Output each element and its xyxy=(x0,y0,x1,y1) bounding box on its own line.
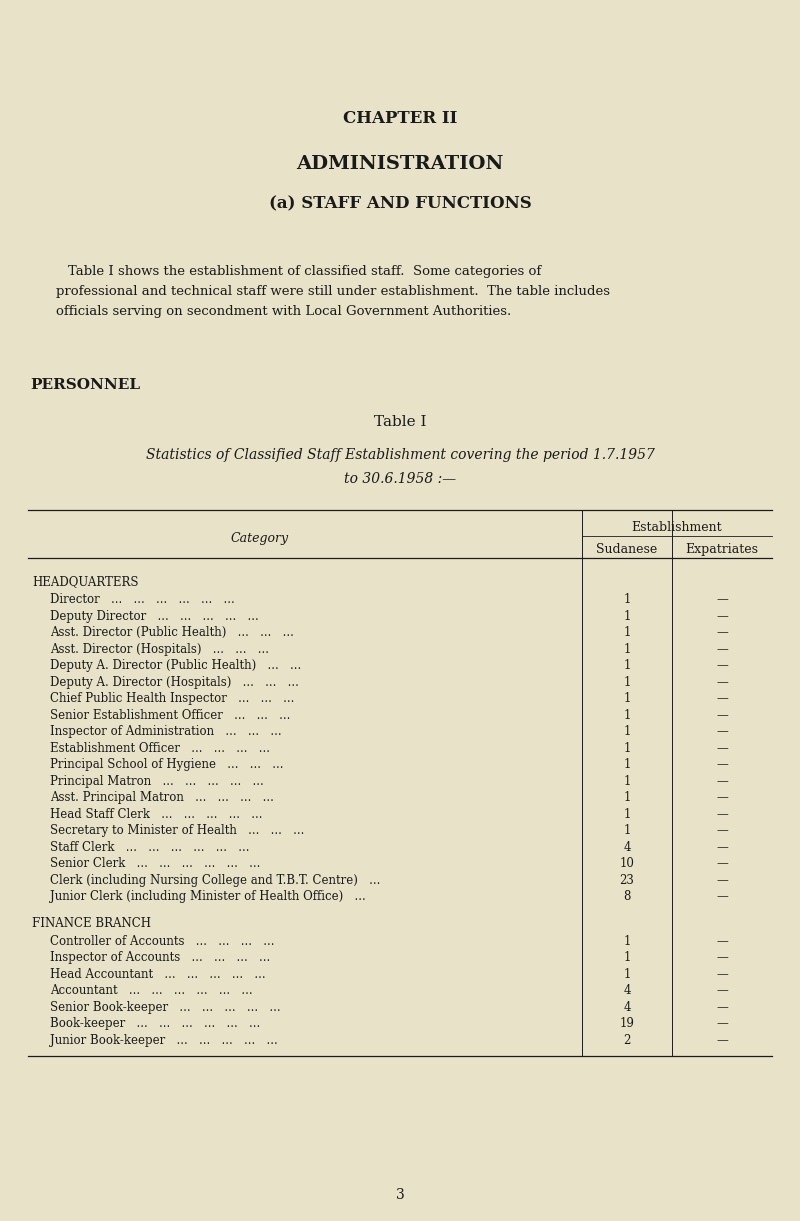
Text: —: — xyxy=(716,807,728,821)
Text: 1: 1 xyxy=(623,609,630,623)
Text: —: — xyxy=(716,593,728,606)
Text: Chief Public Health Inspector   ...   ...   ...: Chief Public Health Inspector ... ... ..… xyxy=(50,692,294,706)
Text: —: — xyxy=(716,840,728,853)
Text: Statistics of Classified Staff Establishment covering the period 1.7.1957: Statistics of Classified Staff Establish… xyxy=(146,448,654,462)
Text: Secretary to Minister of Health   ...   ...   ...: Secretary to Minister of Health ... ... … xyxy=(50,824,304,838)
Text: 1: 1 xyxy=(623,725,630,739)
Text: Deputy Director   ...   ...   ...   ...   ...: Deputy Director ... ... ... ... ... xyxy=(50,609,258,623)
Text: 4: 4 xyxy=(623,840,630,853)
Text: Establishment: Establishment xyxy=(632,521,722,534)
Text: 1: 1 xyxy=(623,807,630,821)
Text: —: — xyxy=(716,1034,728,1046)
Text: CHAPTER II: CHAPTER II xyxy=(343,110,457,127)
Text: —: — xyxy=(716,824,728,838)
Text: 1: 1 xyxy=(623,659,630,672)
Text: 8: 8 xyxy=(623,890,630,904)
Text: Junior Book-keeper   ...   ...   ...   ...   ...: Junior Book-keeper ... ... ... ... ... xyxy=(50,1034,278,1046)
Text: —: — xyxy=(716,609,728,623)
Text: Category: Category xyxy=(231,532,289,545)
Text: 1: 1 xyxy=(623,791,630,805)
Text: Accountant   ...   ...   ...   ...   ...   ...: Accountant ... ... ... ... ... ... xyxy=(50,984,253,998)
Text: 1: 1 xyxy=(623,741,630,755)
Text: —: — xyxy=(716,935,728,947)
Text: Deputy A. Director (Public Health)   ...   ...: Deputy A. Director (Public Health) ... .… xyxy=(50,659,302,672)
Text: —: — xyxy=(716,642,728,656)
Text: ADMINISTRATION: ADMINISTRATION xyxy=(296,155,504,173)
Text: 1: 1 xyxy=(623,758,630,772)
Text: —: — xyxy=(716,692,728,706)
Text: —: — xyxy=(716,774,728,788)
Text: 4: 4 xyxy=(623,984,630,998)
Text: —: — xyxy=(716,890,728,904)
Text: Establishment Officer   ...   ...   ...   ...: Establishment Officer ... ... ... ... xyxy=(50,741,270,755)
Text: officials serving on secondment with Local Government Authorities.: officials serving on secondment with Loc… xyxy=(56,305,511,317)
Text: 2: 2 xyxy=(623,1034,630,1046)
Text: PERSONNEL: PERSONNEL xyxy=(30,379,140,392)
Text: FINANCE BRANCH: FINANCE BRANCH xyxy=(32,917,151,929)
Text: professional and technical staff were still under establishment.  The table incl: professional and technical staff were st… xyxy=(56,284,610,298)
Text: 4: 4 xyxy=(623,1001,630,1013)
Text: 10: 10 xyxy=(619,857,634,871)
Text: —: — xyxy=(716,741,728,755)
Text: Staff Clerk   ...   ...   ...   ...   ...   ...: Staff Clerk ... ... ... ... ... ... xyxy=(50,840,250,853)
Text: —: — xyxy=(716,675,728,689)
Text: —: — xyxy=(716,951,728,965)
Text: 3: 3 xyxy=(396,1188,404,1201)
Text: Senior Establishment Officer   ...   ...   ...: Senior Establishment Officer ... ... ... xyxy=(50,708,290,722)
Text: 1: 1 xyxy=(623,692,630,706)
Text: —: — xyxy=(716,968,728,980)
Text: Senior Book-keeper   ...   ...   ...   ...   ...: Senior Book-keeper ... ... ... ... ... xyxy=(50,1001,281,1013)
Text: —: — xyxy=(716,984,728,998)
Text: Head Staff Clerk   ...   ...   ...   ...   ...: Head Staff Clerk ... ... ... ... ... xyxy=(50,807,262,821)
Text: Book-keeper   ...   ...   ...   ...   ...   ...: Book-keeper ... ... ... ... ... ... xyxy=(50,1017,260,1031)
Text: Head Accountant   ...   ...   ...   ...   ...: Head Accountant ... ... ... ... ... xyxy=(50,968,266,980)
Text: —: — xyxy=(716,758,728,772)
Text: —: — xyxy=(716,725,728,739)
Text: Deputy A. Director (Hospitals)   ...   ...   ...: Deputy A. Director (Hospitals) ... ... .… xyxy=(50,675,299,689)
Text: —: — xyxy=(716,1017,728,1031)
Text: 1: 1 xyxy=(623,593,630,606)
Text: 1: 1 xyxy=(623,951,630,965)
Text: —: — xyxy=(716,791,728,805)
Text: —: — xyxy=(716,857,728,871)
Text: Senior Clerk   ...   ...   ...   ...   ...   ...: Senior Clerk ... ... ... ... ... ... xyxy=(50,857,260,871)
Text: 19: 19 xyxy=(619,1017,634,1031)
Text: Inspector of Administration   ...   ...   ...: Inspector of Administration ... ... ... xyxy=(50,725,282,739)
Text: Table I shows the establishment of classified staff.  Some categories of: Table I shows the establishment of class… xyxy=(68,265,542,278)
Text: Clerk (including Nursing College and T.B.T. Centre)   ...: Clerk (including Nursing College and T.B… xyxy=(50,874,380,886)
Text: 1: 1 xyxy=(623,675,630,689)
Text: Principal School of Hygiene   ...   ...   ...: Principal School of Hygiene ... ... ... xyxy=(50,758,283,772)
Text: 1: 1 xyxy=(623,708,630,722)
Text: Inspector of Accounts   ...   ...   ...   ...: Inspector of Accounts ... ... ... ... xyxy=(50,951,270,965)
Text: 23: 23 xyxy=(619,874,634,886)
Text: (a) STAFF AND FUNCTIONS: (a) STAFF AND FUNCTIONS xyxy=(269,195,531,212)
Text: Junior Clerk (including Minister of Health Office)   ...: Junior Clerk (including Minister of Heal… xyxy=(50,890,366,904)
Text: 1: 1 xyxy=(623,626,630,639)
Text: Director   ...   ...   ...   ...   ...   ...: Director ... ... ... ... ... ... xyxy=(50,593,234,606)
Text: Sudanese: Sudanese xyxy=(596,543,658,556)
Text: 1: 1 xyxy=(623,968,630,980)
Text: —: — xyxy=(716,659,728,672)
Text: Controller of Accounts   ...   ...   ...   ...: Controller of Accounts ... ... ... ... xyxy=(50,935,274,947)
Text: Principal Matron   ...   ...   ...   ...   ...: Principal Matron ... ... ... ... ... xyxy=(50,774,264,788)
Text: Table I: Table I xyxy=(374,415,426,429)
Text: Asst. Director (Public Health)   ...   ...   ...: Asst. Director (Public Health) ... ... .… xyxy=(50,626,294,639)
Text: 1: 1 xyxy=(623,824,630,838)
Text: —: — xyxy=(716,626,728,639)
Text: —: — xyxy=(716,708,728,722)
Text: HEADQUARTERS: HEADQUARTERS xyxy=(32,575,138,589)
Text: Asst. Director (Hospitals)   ...   ...   ...: Asst. Director (Hospitals) ... ... ... xyxy=(50,642,269,656)
Text: —: — xyxy=(716,874,728,886)
Text: —: — xyxy=(716,1001,728,1013)
Text: 1: 1 xyxy=(623,774,630,788)
Text: Asst. Principal Matron   ...   ...   ...   ...: Asst. Principal Matron ... ... ... ... xyxy=(50,791,274,805)
Text: 1: 1 xyxy=(623,935,630,947)
Text: 1: 1 xyxy=(623,642,630,656)
Text: to 30.6.1958 :—: to 30.6.1958 :— xyxy=(344,473,456,486)
Text: Expatriates: Expatriates xyxy=(686,543,758,556)
